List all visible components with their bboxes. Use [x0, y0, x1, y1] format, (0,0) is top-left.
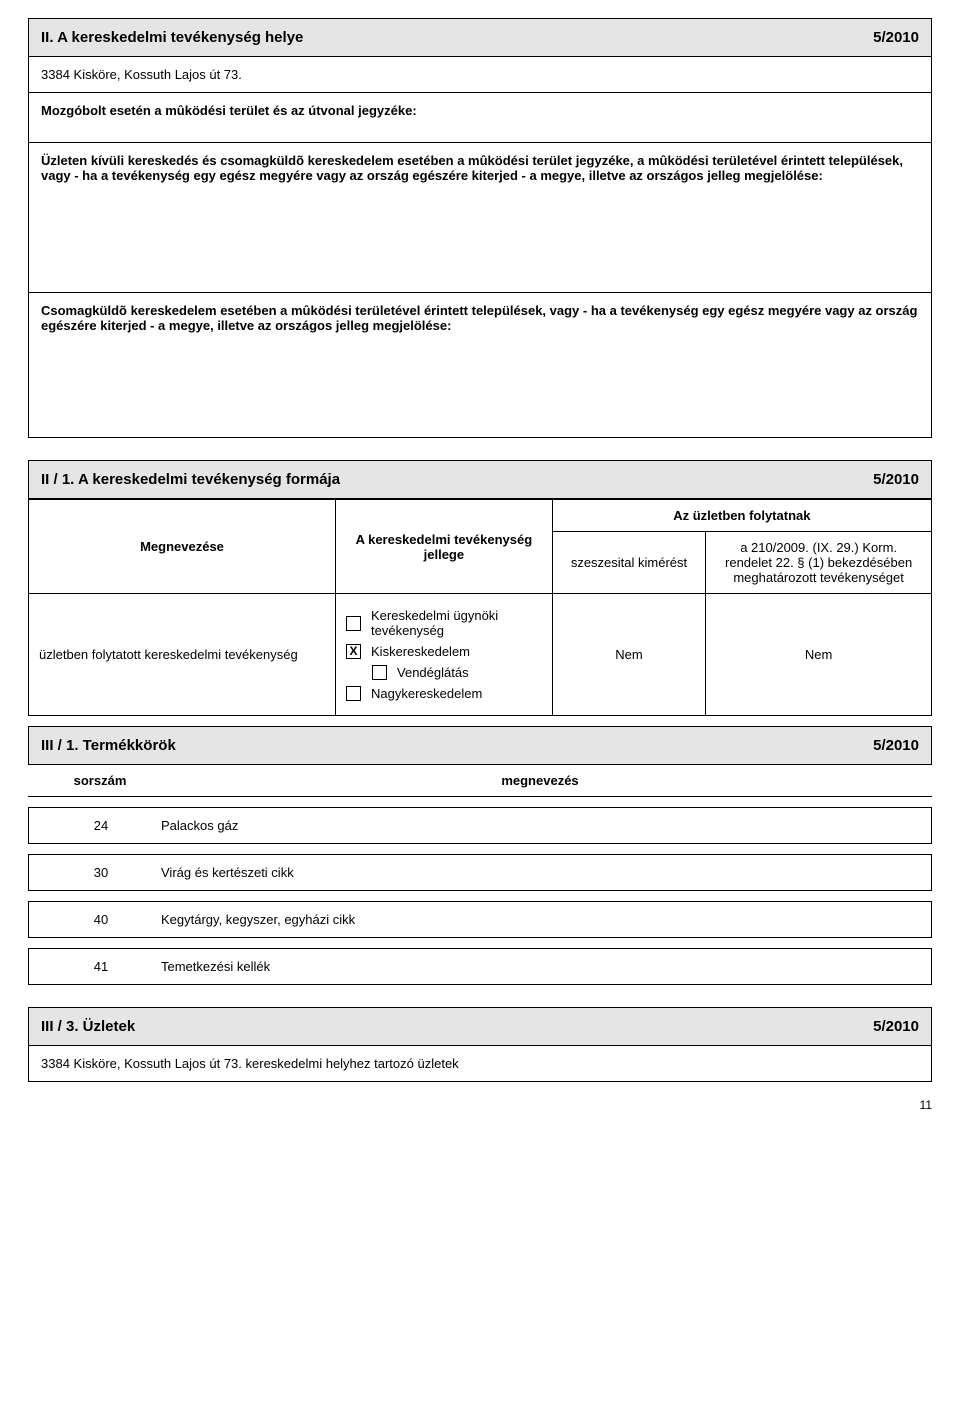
uzleten-text: Üzleten kívüli kereskedés és csomagküldõ…: [41, 153, 919, 183]
row-label: üzletben folytatott kereskedelmi tevéken…: [29, 594, 336, 716]
product-number: 30: [41, 865, 161, 880]
uzleten-box: Üzleten kívüli kereskedés és csomagküldõ…: [28, 143, 932, 293]
product-number: 40: [41, 912, 161, 927]
product-row: 40Kegytárgy, kegyszer, egyházi cikk: [28, 901, 932, 938]
col-megnevezes2: megnevezés: [160, 773, 920, 788]
opt-vendeg-row: Vendéglátás: [372, 665, 542, 680]
opt-kisker-row: Kiskereskedelem: [346, 644, 542, 659]
col-rendelet: a 210/2009. (IX. 29.) Korm. rendelet 22.…: [706, 532, 932, 594]
col-megnevezes: Megnevezése: [29, 500, 336, 594]
section-iii3-ref: 5/2010: [873, 1018, 919, 1035]
page-number: 11: [28, 1098, 932, 1112]
section-iii3-header: III / 3. Üzletek 5/2010: [28, 1007, 932, 1046]
product-number: 24: [41, 818, 161, 833]
product-name: Kegytárgy, kegyszer, egyházi cikk: [161, 912, 919, 927]
section-ii-title: II. A kereskedelmi tevékenység helye: [41, 29, 303, 46]
address-text: 3384 Kisköre, Kossuth Lajos út 73.: [41, 67, 242, 82]
section-ii1-title: II / 1. A kereskedelmi tevékenység formá…: [41, 471, 340, 488]
product-name: Virág és kertészeti cikk: [161, 865, 919, 880]
section-ii-ref: 5/2010: [873, 29, 919, 46]
col-szeszesital: szeszesital kimérést: [552, 532, 706, 594]
val-rendelet: Nem: [706, 594, 932, 716]
opt-ugynoki-row: Kereskedelmi ügynöki tevékenység: [346, 608, 542, 638]
section-iii1-header: III / 1. Termékkörök 5/2010: [28, 726, 932, 765]
iii3-text-box: 3384 Kisköre, Kossuth Lajos út 73. keres…: [28, 1046, 932, 1082]
checkbox-nagyker[interactable]: [346, 686, 361, 701]
section-ii1-ref: 5/2010: [873, 471, 919, 488]
checkbox-kisker[interactable]: [346, 644, 361, 659]
section-ii-header: II. A kereskedelmi tevékenység helye 5/2…: [28, 18, 932, 57]
col-jelleg: A kereskedelmi tevékenység jellege: [336, 500, 553, 594]
product-rows-container: 24Palackos gáz 30Virág és kertészeti cikk…: [28, 807, 932, 985]
opt-nagyker-label: Nagykereskedelem: [371, 686, 482, 701]
section-iii3-title: III / 3. Üzletek: [41, 1018, 135, 1035]
activity-form-table: Megnevezése A kereskedelmi tevékenység j…: [28, 499, 932, 716]
address-box: 3384 Kisköre, Kossuth Lajos út 73.: [28, 57, 932, 93]
csomag-text: Csomagküldõ kereskedelem esetében a mûkö…: [41, 303, 919, 333]
checkbox-ugynoki[interactable]: [346, 616, 361, 631]
product-row: 41Temetkezési kellék: [28, 948, 932, 985]
product-row: 24Palackos gáz: [28, 807, 932, 844]
checkbox-vendeg[interactable]: [372, 665, 387, 680]
product-row: 30Virág és kertészeti cikk: [28, 854, 932, 891]
opt-ugynoki-label: Kereskedelmi ügynöki tevékenység: [371, 608, 542, 638]
csomag-box: Csomagküldõ kereskedelem esetében a mûkö…: [28, 293, 932, 438]
opt-vendeg-label: Vendéglátás: [397, 665, 469, 680]
col-sorszam: sorszám: [40, 773, 160, 788]
product-header-row: sorszám megnevezés: [28, 765, 932, 797]
product-number: 41: [41, 959, 161, 974]
product-name: Palackos gáz: [161, 818, 919, 833]
section-ii1-header: II / 1. A kereskedelmi tevékenység formá…: [28, 460, 932, 499]
col-az-uzletben: Az üzletben folytatnak: [552, 500, 931, 532]
product-name: Temetkezési kellék: [161, 959, 919, 974]
section-iii1-ref: 5/2010: [873, 737, 919, 754]
mozgobolt-box: Mozgóbolt esetén a mûködési terület és a…: [28, 93, 932, 143]
mozgobolt-label: Mozgóbolt esetén a mûködési terület és a…: [41, 103, 919, 118]
iii3-text: 3384 Kisköre, Kossuth Lajos út 73. keres…: [41, 1056, 459, 1071]
opt-nagyker-row: Nagykereskedelem: [346, 686, 542, 701]
opt-kisker-label: Kiskereskedelem: [371, 644, 470, 659]
section-iii1-title: III / 1. Termékkörök: [41, 737, 176, 754]
val-szeszesital: Nem: [552, 594, 706, 716]
jelleg-options: Kereskedelmi ügynöki tevékenység Kiskere…: [336, 594, 553, 716]
